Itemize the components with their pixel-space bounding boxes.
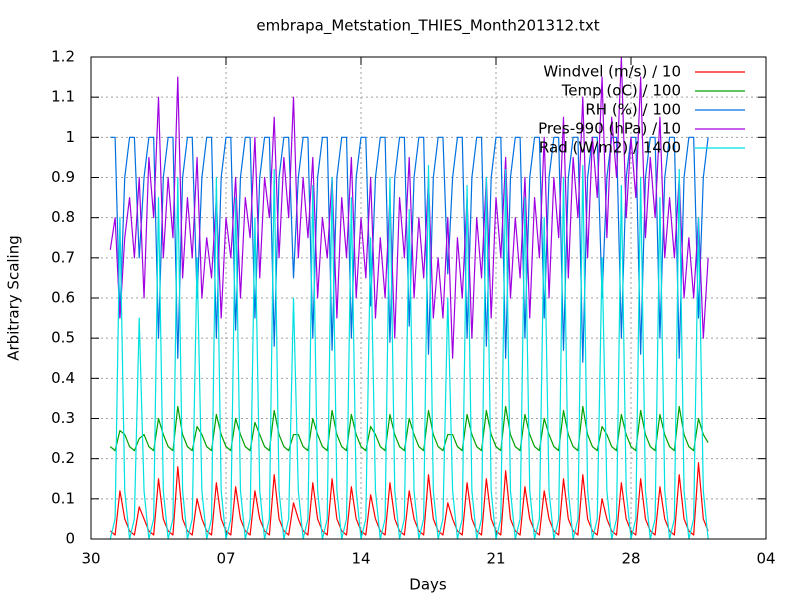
x-tick-label: 30 xyxy=(81,550,100,568)
x-tick-label: 28 xyxy=(621,550,640,568)
y-tick-label: 0.4 xyxy=(51,369,75,387)
legend-label: Rad (W/m2) / 1400 xyxy=(539,139,681,157)
y-tick-label: 0.1 xyxy=(51,489,75,507)
chart-title: embrapa_Metstation_THIES_Month201312.txt xyxy=(256,17,599,36)
x-tick-label: 14 xyxy=(351,550,370,568)
series-line xyxy=(109,405,709,452)
y-tick-label: 0.9 xyxy=(51,168,75,186)
y-tick-label: 0 xyxy=(65,530,75,548)
plot-lines xyxy=(109,56,709,540)
grid: 0 0.1 0.2 0.3 0.4 0.5 0.6 0.7 0.8 0.9 1 1.1 1.2 30 07 1… xyxy=(51,48,775,568)
series-line xyxy=(109,56,709,359)
x-axis-label: Days xyxy=(409,576,447,594)
series-line xyxy=(109,164,709,540)
plot-border xyxy=(90,56,767,540)
x-tick-label: 04 xyxy=(756,550,775,568)
y-tick-label: 0.8 xyxy=(51,208,75,226)
series-line xyxy=(110,136,709,363)
x-tick-label: 21 xyxy=(486,550,505,568)
y-tick-label: 1.1 xyxy=(51,88,75,106)
series-line xyxy=(109,462,709,536)
y-tick-label: 0.7 xyxy=(51,248,75,266)
y-tick-label: 0.5 xyxy=(51,329,75,347)
y-tick-label: 0.2 xyxy=(51,449,75,467)
legend-label: Pres-990 (hPa) / 10 xyxy=(538,120,681,138)
legend-label: RH (%) / 100 xyxy=(585,101,681,119)
y-axis-label: Arbitrary Scaling xyxy=(5,235,23,361)
y-tick-label: 1.2 xyxy=(51,48,75,66)
y-tick-label: 0.6 xyxy=(51,289,75,307)
legend-label: Windvel (m/s) / 10 xyxy=(543,63,681,81)
legend-label: Temp (oC) / 100 xyxy=(561,82,681,100)
y-tick-label: 0.3 xyxy=(51,409,75,427)
y-tick-label: 1 xyxy=(65,128,75,146)
x-tick-label: 07 xyxy=(216,550,235,568)
